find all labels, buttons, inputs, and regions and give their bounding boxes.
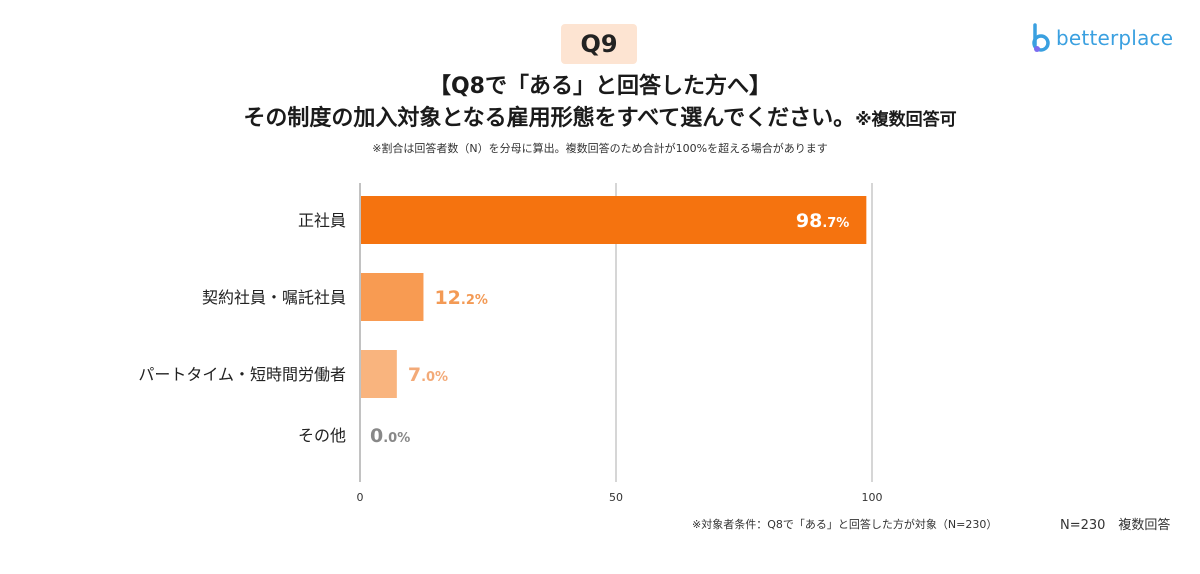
category-label: その他 (298, 426, 346, 445)
data-label: 98.7% (796, 210, 849, 232)
chart-title-suffix: ※複数回答可 (855, 110, 957, 130)
question-badge: Q9 (561, 24, 637, 64)
chart-title-line1: 【Q8で「ある」と回答した方へ】 (428, 74, 771, 99)
x-tick-label: 50 (609, 491, 623, 504)
category-label: 正社員 (298, 211, 346, 230)
footer-sample-size: N=230 複数回答 (1060, 518, 1171, 533)
category-label: パートタイム・短時間労働者 (138, 365, 346, 384)
data-label: 12.2% (434, 287, 487, 309)
x-tick-label: 0 (357, 491, 364, 504)
chart-note: ※割合は回答者数（N）を分母に算出。複数回答のため合計が100%を超える場合があ… (372, 142, 828, 155)
category-label: 契約社員・嘱託社員 (202, 288, 346, 307)
logo: betterplace (1030, 22, 1173, 54)
chart-title-line2: その制度の加入対象となる雇用形態をすべて選んでください。※複数回答可 (0, 100, 1200, 132)
betterplace-logo-icon (1032, 23, 1050, 52)
chart-title-main: その制度の加入対象となる雇用形態をすべて選んでください。 (243, 106, 856, 131)
bar (361, 196, 867, 244)
data-label: 7.0% (408, 364, 448, 386)
x-tick-label: 100 (862, 491, 883, 504)
data-label: 0.0% (370, 425, 410, 447)
logo-text: betterplace (1056, 26, 1174, 50)
bar (361, 350, 397, 398)
footer-condition: ※対象者条件：Q8で「ある」と回答した方が対象（N=230） (692, 518, 998, 531)
bar (361, 273, 424, 321)
